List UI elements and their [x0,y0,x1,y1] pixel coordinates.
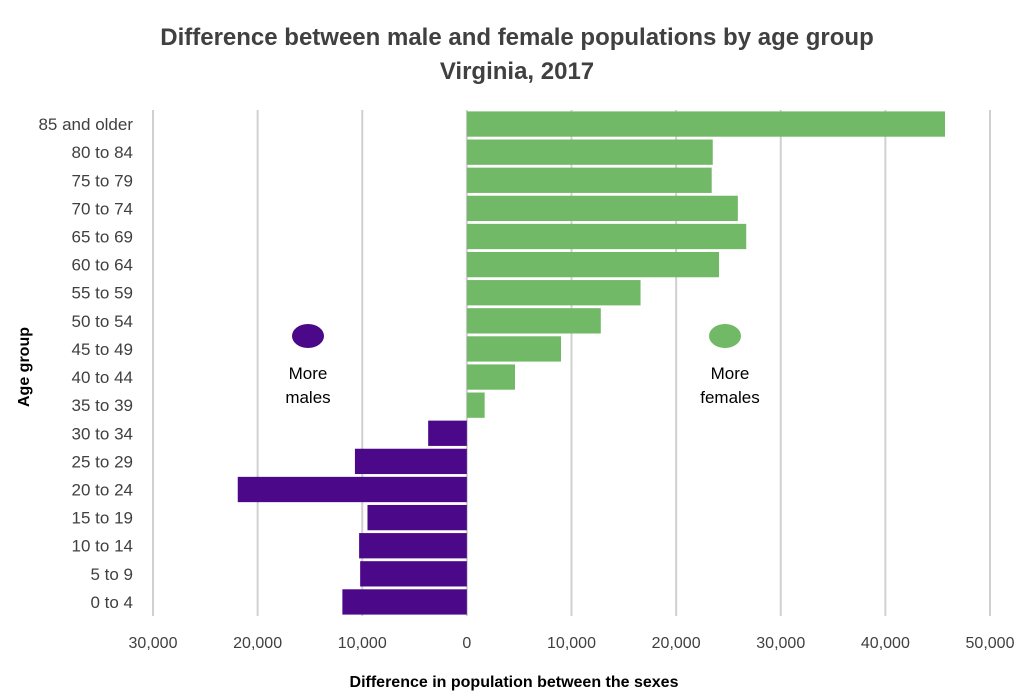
y-axis-title: Age group [16,327,33,407]
category-label-15: 10 to 14 [72,537,133,556]
annotation-females-line2: females [700,388,760,407]
category-label-3: 70 to 74 [72,199,133,218]
bar-13 [237,476,467,503]
bar-12 [354,448,467,475]
bar-2 [466,167,712,193]
x-tick-label-3: 0 [462,635,471,652]
bar-15 [359,533,467,559]
x-tick-label-5: 20,000 [652,635,701,652]
category-label-4: 65 to 69 [72,228,133,247]
bar-6 [466,280,641,306]
category-label-1: 80 to 84 [72,143,133,162]
gridlines [152,110,991,616]
annotation-males-line1: More [289,364,328,383]
bar-5 [466,251,720,278]
category-label-2: 75 to 79 [72,171,133,190]
category-label-17: 0 to 4 [90,593,133,612]
category-label-12: 25 to 29 [72,452,133,471]
category-label-16: 5 to 9 [90,565,133,584]
category-label-13: 20 to 24 [72,481,133,500]
category-label-8: 45 to 49 [72,340,133,359]
category-label-10: 35 to 39 [72,396,133,415]
chart-title: Difference between male and female popul… [160,24,873,51]
category-labels: 85 and older 80 to 84 75 to 79 70 to 74 65 t… [38,115,133,612]
bar-9 [466,364,516,390]
bar-14 [367,504,467,531]
bar-16 [360,561,467,587]
bars [237,111,946,615]
category-label-14: 15 to 19 [72,509,133,528]
x-tick-label-0: 30,000 [129,635,178,652]
bar-10 [466,392,485,418]
annotation-males-line2: males [285,388,330,407]
x-tick-labels: 30,000 20,000 10,000 0 10,000 20,000 30,000 40,… [129,635,1015,652]
category-label-7: 50 to 54 [72,312,133,331]
bar-7 [466,308,601,334]
x-tick-label-1: 20,000 [233,635,282,652]
marker-males [292,324,324,348]
bar-11 [428,420,467,446]
x-tick-label-6: 30,000 [756,635,805,652]
category-label-0: 85 and older [38,115,133,134]
bar-8 [466,336,562,362]
x-tick-label-2: 10,000 [338,635,387,652]
bar-0 [466,111,946,137]
x-axis-title: Difference in population between the sex… [350,674,679,691]
chart-subtitle: Virginia, 2017 [440,58,594,85]
bar-4 [466,223,747,250]
category-label-9: 40 to 44 [72,368,133,387]
bar-17 [342,589,467,615]
bar-3 [466,195,738,222]
bar-1 [466,139,713,165]
x-tick-label-7: 40,000 [861,635,910,652]
category-label-11: 30 to 34 [72,424,133,443]
x-tick-label-4: 10,000 [547,635,596,652]
category-label-6: 55 to 59 [72,284,133,303]
marker-females [709,324,741,348]
category-label-5: 60 to 64 [72,256,133,275]
annotation-females-line1: More [711,364,750,383]
annotations: More males More females [285,324,760,407]
x-tick-label-8: 50,000 [966,635,1015,652]
